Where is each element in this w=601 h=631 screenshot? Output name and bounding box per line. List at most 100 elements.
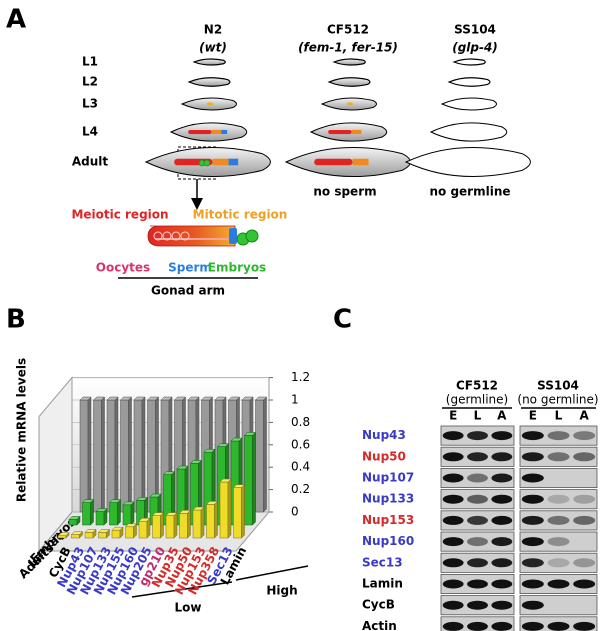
bar (165, 511, 178, 539)
gel-band (547, 579, 570, 589)
gonad-caption: Gonad arm (151, 284, 225, 298)
worm-body (452, 58, 486, 66)
gonad (328, 129, 352, 135)
stage-label: L4 (82, 125, 98, 139)
gel-band (491, 621, 513, 631)
strain-genotype: (fem-1, fer-15) (298, 41, 398, 55)
bar (124, 523, 138, 539)
gel-band (442, 537, 464, 547)
gel-band (547, 558, 570, 568)
bar (81, 498, 95, 526)
bar-front (57, 535, 67, 539)
worm-body (447, 77, 491, 87)
gel-band (491, 452, 513, 462)
bar-front (98, 532, 107, 539)
panel-label: C (333, 305, 352, 335)
worm (169, 122, 248, 142)
bar-side (79, 531, 83, 539)
gel-band (491, 473, 513, 483)
strain-name: SS104 (454, 23, 496, 37)
gonad (188, 129, 212, 135)
gonad (352, 158, 369, 166)
gel-band (573, 621, 596, 631)
bar (68, 515, 81, 526)
cell-label: Sperm (168, 261, 212, 275)
bar-front (106, 399, 116, 513)
worm-body (440, 97, 497, 111)
bar (122, 501, 135, 526)
worm (320, 97, 377, 111)
worm-body (332, 58, 366, 66)
gel-band (547, 537, 570, 547)
bar-side (227, 478, 232, 539)
y-tick-label: 0.6 (291, 437, 310, 451)
gel-band (573, 515, 596, 525)
gel-band (547, 431, 570, 441)
bar (219, 478, 232, 539)
lane-label: L (555, 409, 563, 423)
gel-band (467, 621, 488, 631)
gonad (347, 102, 353, 106)
gel-band (442, 431, 464, 441)
bar (205, 500, 219, 539)
worm (404, 146, 531, 178)
bar-front (125, 526, 134, 539)
strain-name: N2 (204, 23, 222, 37)
bar (95, 507, 108, 526)
bar-side (187, 509, 191, 539)
bar-side (92, 528, 97, 539)
gel-band (521, 515, 544, 525)
bar-front (152, 515, 161, 539)
bar-front (93, 399, 102, 513)
bar-side (90, 498, 94, 526)
bar (138, 517, 151, 539)
y-tick-label: 0.4 (291, 460, 310, 474)
bar-front (71, 534, 80, 539)
worm-body (187, 77, 231, 87)
bar-front (192, 509, 202, 539)
gel-band (442, 558, 464, 568)
strain-name: CF512 (327, 23, 369, 37)
gene-label: Actin (362, 619, 397, 631)
strain-genotype: (wt) (199, 41, 227, 55)
worm-body (429, 122, 508, 142)
bar (254, 396, 268, 513)
bar (146, 396, 160, 513)
bar-front (82, 502, 91, 526)
bar-front (84, 532, 94, 539)
lane-label: A (497, 409, 507, 423)
bar-side (103, 507, 108, 526)
gonad (211, 129, 222, 135)
gel-band (491, 515, 513, 525)
gel-band (442, 515, 464, 525)
gene-label: Sec13 (362, 555, 403, 569)
bar-front (133, 399, 143, 513)
bar-front (122, 504, 132, 526)
worm (309, 122, 388, 142)
worm (192, 58, 226, 66)
phenotype: no germline (429, 185, 510, 199)
gel-band (521, 431, 544, 441)
bar (97, 528, 111, 539)
region-label: Mitotic region (193, 208, 288, 222)
worm (447, 77, 491, 87)
gel-band (467, 558, 488, 568)
gel-strip (519, 489, 598, 510)
bar (192, 506, 205, 539)
bar-side (146, 517, 151, 539)
worm (429, 122, 508, 142)
cell-label: Oocytes (96, 261, 150, 275)
gel-band (467, 494, 488, 504)
panel-label: A (6, 5, 26, 35)
gel-band (467, 431, 488, 441)
gel-strip (519, 552, 598, 573)
bar-side (117, 498, 121, 526)
bar (232, 483, 246, 539)
lane-label: L (474, 409, 482, 423)
worm-body (404, 146, 531, 178)
gonad (221, 129, 228, 135)
gel-band (442, 621, 464, 631)
bar-front (179, 513, 188, 539)
gel-band (491, 579, 513, 589)
bar-front (255, 399, 264, 513)
